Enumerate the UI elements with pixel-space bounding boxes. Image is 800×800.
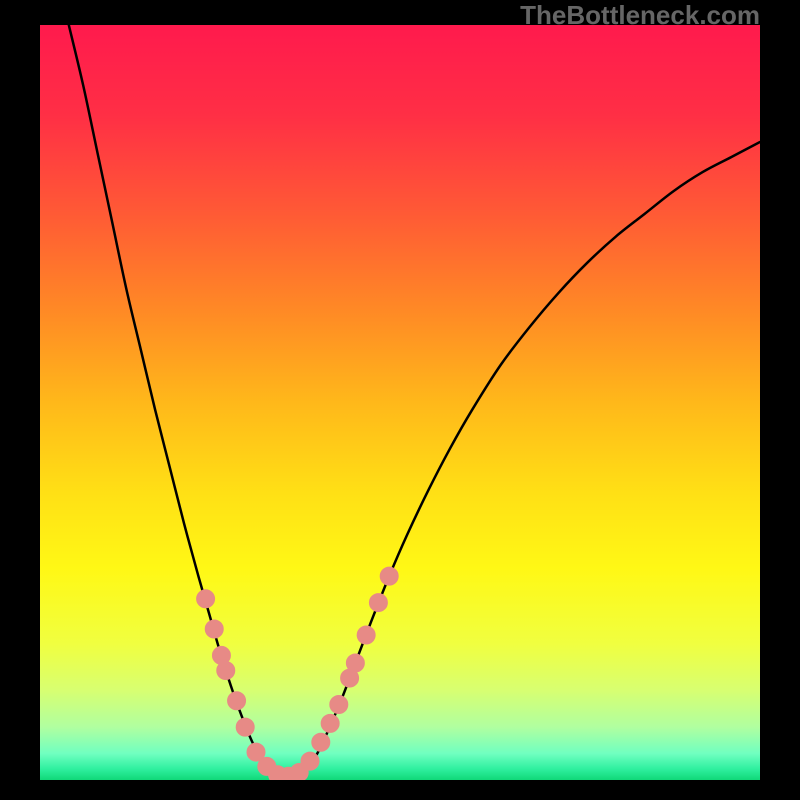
curve-marker: [301, 752, 319, 770]
curve-marker: [369, 594, 387, 612]
curve-marker: [346, 654, 364, 672]
curve-marker: [228, 692, 246, 710]
curve-marker: [312, 733, 330, 751]
curve-marker: [321, 714, 339, 732]
curve-marker: [380, 567, 398, 585]
curve-marker: [330, 696, 348, 714]
chart-svg: [0, 0, 800, 800]
chart-stage: TheBottleneck.com: [0, 0, 800, 800]
plot-background: [40, 25, 760, 780]
curve-marker: [357, 626, 375, 644]
curve-marker: [217, 662, 235, 680]
curve-marker: [236, 718, 254, 736]
curve-marker: [205, 620, 223, 638]
curve-marker: [197, 590, 215, 608]
